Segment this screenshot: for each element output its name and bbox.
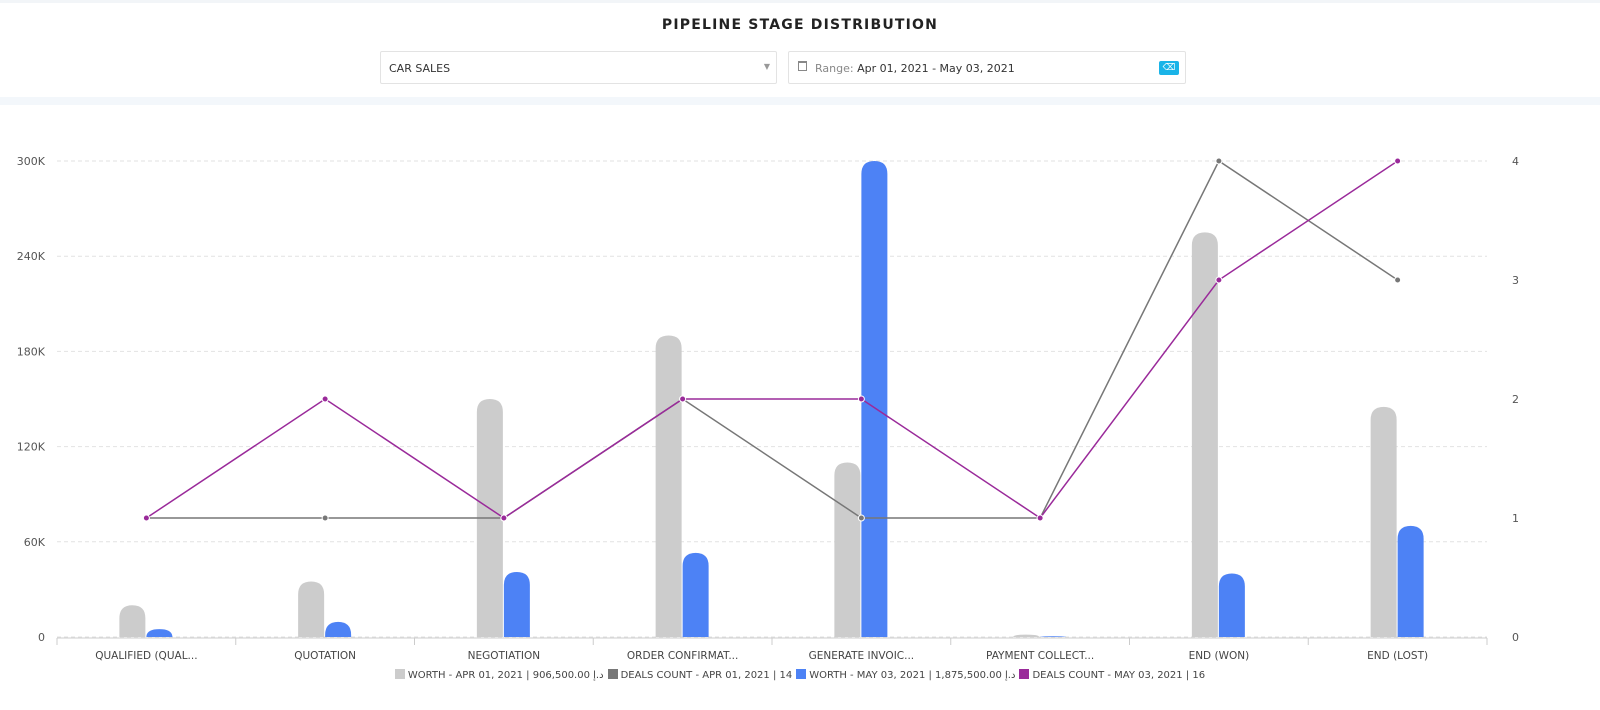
top-border [0,0,1600,3]
y-right-tick-label: 0 [1512,631,1519,644]
bar-worth-apr [119,605,146,637]
line-point [679,395,687,403]
line-point [1215,157,1223,165]
line-point [1394,157,1402,165]
bar-worth-apr [834,462,861,637]
date-range-value: Apr 01, 2021 - May 03, 2021 [857,62,1015,75]
bar-worth-may [1218,573,1245,637]
line-point [857,395,865,403]
y-right-tick-label: 3 [1512,274,1519,287]
bar-worth-may [503,571,530,637]
header-divider [0,97,1600,105]
legend-swatch [607,669,618,679]
backspace-icon[interactable]: ⌫ [1159,61,1179,75]
date-range-label: Range: Apr 01, 2021 - May 03, 2021 [815,62,1015,75]
y-left-tick-label: 0 [38,631,45,644]
legend-swatch [394,669,405,679]
line-point [500,514,508,522]
legend-label: WORTH - APR 01, 2021 | 906,500.00 د.إ [407,670,604,681]
bar-worth-may [1040,636,1067,637]
bar-worth-apr [298,581,325,637]
legend-item[interactable]: WORTH - MAY 03, 2021 | 1,875,500.00 د.إ [796,669,1015,681]
x-tick-label: QUOTATION [294,650,356,662]
legend-item[interactable]: DEALS COUNT - APR 01, 2021 | 14 [607,669,793,681]
x-tick-label: PAYMENT COLLECT... [986,650,1094,662]
line-point [1394,276,1402,284]
legend-item[interactable]: WORTH - APR 01, 2021 | 906,500.00 د.إ [394,669,604,681]
pipeline-select[interactable]: CAR SALES ▼ [380,51,777,84]
y-left-tick-label: 180K [17,345,46,358]
bar-worth-apr [1013,634,1040,637]
y-left-tick-label: 120K [17,441,46,454]
x-tick-label: END (LOST) [1367,650,1428,662]
bar-worth-apr [1370,406,1397,637]
bar-worth-apr [655,335,682,637]
x-tick-label: QUALIFIED (QUAL... [95,650,197,662]
line-point [142,514,150,522]
x-tick-label: ORDER CONFIRMAT... [627,650,738,662]
date-range-field[interactable]: Range: Apr 01, 2021 - May 03, 2021 ⌫ [788,51,1186,84]
line-point [1215,276,1223,284]
bar-worth-apr [1191,232,1218,637]
legend-swatch [796,669,807,679]
pipeline-select-value: CAR SALES [389,62,451,75]
y-right-tick-label: 4 [1512,155,1519,168]
line-point [1036,514,1044,522]
legend-item[interactable]: DEALS COUNT - MAY 03, 2021 | 16 [1019,669,1205,681]
legend-swatch [1019,669,1030,679]
y-right-tick-label: 2 [1512,393,1519,406]
y-left-tick-label: 60K [24,536,46,549]
line-deals-apr [146,159,1399,519]
y-left-tick-label: 300K [17,155,46,168]
bar-worth-may [682,552,709,637]
bar-worth-may [146,629,173,637]
bar-worth-may [1397,525,1424,637]
bar-worth-may [325,621,352,637]
legend-label: DEALS COUNT - APR 01, 2021 | 14 [620,670,793,681]
x-tick-label: END (WON) [1189,650,1250,662]
legend-label: DEALS COUNT - MAY 03, 2021 | 16 [1032,670,1206,681]
chevron-down-icon: ▼ [763,62,770,71]
legend-label: WORTH - MAY 03, 2021 | 1,875,500.00 د.إ [809,670,1016,681]
chart-legend: WORTH - APR 01, 2021 | 906,500.00 د.إ DEA… [0,669,1600,681]
range-label-text: Range: [815,62,854,75]
line-deals-may [145,160,1399,520]
line-point [857,514,865,522]
line-point [321,514,329,522]
bar-worth-may [861,161,888,637]
x-tick-label: GENERATE INVOIC... [809,650,915,662]
x-tick-label: NEGOTIATION [468,650,540,662]
page-title: PIPELINE STAGE DISTRIBUTION [661,17,939,33]
y-left-tick-label: 240K [17,250,46,263]
calendar-icon [798,61,807,71]
y-right-tick-label: 1 [1512,512,1519,525]
line-point [321,395,329,403]
